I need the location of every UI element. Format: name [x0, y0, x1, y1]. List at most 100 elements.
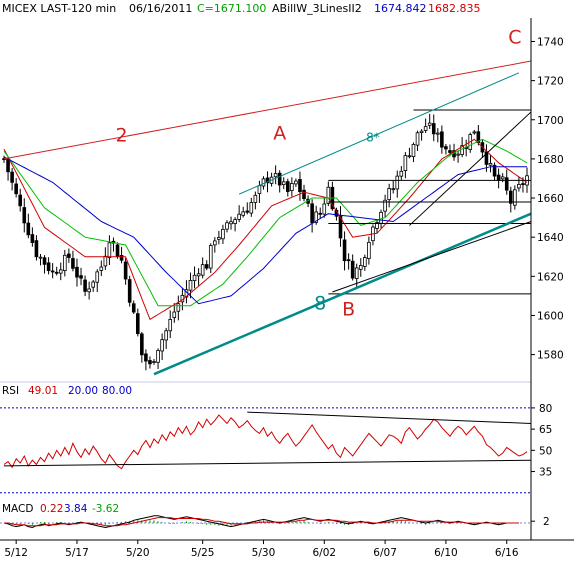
candle-body	[115, 244, 120, 258]
candle	[472, 129, 477, 135]
candle-body	[415, 132, 420, 146]
candle-body	[265, 177, 270, 184]
candle-body	[253, 194, 258, 203]
candle	[54, 266, 59, 276]
candle	[30, 227, 35, 247]
candle	[488, 154, 493, 173]
candle	[427, 113, 432, 130]
annotation-label: 2	[116, 124, 128, 146]
candle	[346, 253, 351, 270]
candle-body	[135, 313, 140, 334]
candle-body	[152, 361, 156, 363]
candle	[192, 266, 197, 289]
candle	[277, 170, 282, 193]
candle-body	[261, 178, 266, 187]
candle-body	[298, 179, 302, 193]
candle	[241, 206, 246, 218]
axes: 1580 1600 1620 1640 1660 1680 1700 1720 1740 35 50…	[0, 18, 574, 559]
rsi-line	[3, 414, 528, 470]
candle-body	[285, 181, 290, 192]
header-close: C=1671.100	[197, 2, 266, 15]
candle-body	[156, 350, 160, 363]
candle	[367, 236, 371, 265]
candle	[253, 191, 258, 210]
candle	[383, 194, 387, 218]
candle-body	[38, 256, 43, 259]
candle	[46, 257, 51, 275]
candle-body	[58, 269, 63, 274]
candle-body	[383, 199, 387, 212]
candle-body	[354, 267, 359, 279]
moving-average-fast	[3, 138, 528, 321]
candle-body	[346, 259, 351, 262]
candle-body	[237, 213, 241, 220]
candle	[91, 279, 95, 292]
candle	[342, 231, 347, 271]
candle-body	[395, 175, 400, 190]
candle	[119, 246, 124, 264]
candle-body	[83, 279, 87, 292]
candle-body	[233, 219, 237, 224]
candle	[135, 308, 140, 337]
candle	[152, 358, 156, 365]
candle-body	[144, 353, 148, 362]
candle	[285, 178, 290, 197]
candle-body	[91, 281, 95, 288]
price-tick-label: 1620	[537, 271, 564, 283]
candle	[440, 125, 444, 154]
macd-signal-line	[4, 517, 519, 527]
rsi-upper-level: 80.00	[102, 385, 132, 397]
trendline-support-8	[153, 212, 532, 376]
candle-body	[436, 132, 440, 135]
candle	[208, 243, 213, 274]
annotation-label: A	[273, 122, 286, 144]
candle-body	[71, 258, 75, 269]
annotation-label: 8	[314, 293, 326, 315]
candle	[14, 178, 18, 198]
rsi-label: RSI	[2, 385, 19, 397]
annotation-label: C	[508, 26, 521, 48]
trendline-wedge-upper	[409, 111, 532, 226]
candle	[314, 205, 318, 225]
candle-body	[427, 122, 432, 126]
candle	[95, 269, 100, 292]
candle-body	[10, 171, 14, 183]
candle-body	[245, 210, 250, 213]
rsi-panel: RSI 49.01 20.00 80.00	[0, 385, 532, 494]
candle-body	[387, 188, 391, 200]
candle-body	[79, 275, 83, 279]
rsi-tick-label: 50	[539, 445, 552, 457]
moving-average-mid	[3, 138, 528, 307]
candle	[67, 248, 71, 263]
candle	[237, 205, 241, 223]
x-tick-label: 5/25	[191, 547, 215, 559]
candle-body	[504, 177, 509, 191]
candle	[71, 250, 75, 272]
candle-body	[34, 240, 39, 258]
candle	[87, 281, 91, 300]
candle-body	[375, 222, 379, 229]
candle-body	[431, 123, 436, 135]
candle	[83, 275, 87, 297]
candle	[127, 275, 132, 307]
header-value1: 1674.842	[374, 2, 427, 15]
x-tick-label: 5/20	[126, 547, 150, 559]
candle-body	[342, 239, 347, 262]
candle	[22, 198, 27, 233]
price-panel: C 2 A 8* 8 B	[0, 26, 532, 383]
candle-body	[87, 288, 91, 293]
candle	[476, 124, 481, 146]
candle	[99, 260, 104, 277]
candle-body	[310, 203, 314, 224]
candle	[423, 118, 428, 134]
candle-body	[46, 262, 51, 271]
candle-body	[22, 207, 27, 224]
candle-body	[488, 163, 493, 166]
candle	[38, 254, 43, 266]
macd-label: MACD	[2, 503, 33, 515]
candle-body	[476, 131, 481, 143]
candle-body	[492, 164, 497, 177]
candle	[504, 169, 509, 195]
candle	[172, 303, 177, 323]
